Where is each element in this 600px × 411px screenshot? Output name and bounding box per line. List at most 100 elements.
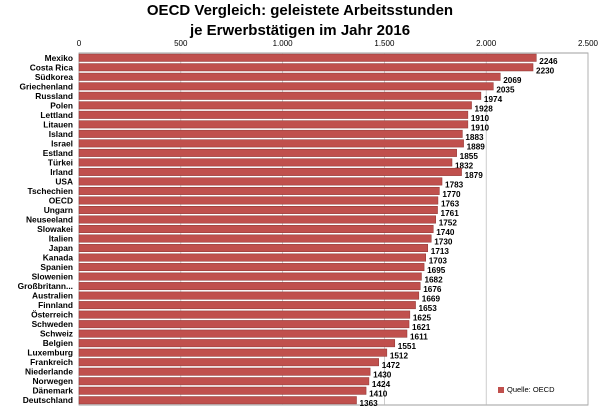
category-label: Tschechien	[28, 186, 73, 196]
value-label: 1682	[424, 276, 443, 285]
value-label: 1363	[360, 399, 379, 408]
value-label: 1770	[442, 190, 461, 199]
category-label: Südkorea	[35, 72, 74, 82]
category-label: Ungarn	[44, 205, 73, 215]
value-label: 1855	[460, 152, 479, 161]
legend-swatch	[498, 386, 504, 393]
chart-title-line2: je Erwerbstätigen im Jahr 2016	[189, 22, 411, 39]
category-label: Israel	[51, 138, 73, 148]
value-label: 1730	[434, 238, 453, 247]
category-label: Kanada	[43, 253, 74, 263]
bar	[78, 234, 432, 243]
x-tick-label: 2.000	[476, 39, 497, 48]
category-label: Luxemburg	[27, 348, 73, 358]
category-label: Irland	[50, 167, 73, 177]
category-label: Österreich	[31, 310, 73, 320]
bar	[78, 129, 463, 138]
bar	[78, 72, 501, 81]
bar	[78, 110, 469, 119]
bar	[78, 282, 421, 291]
value-label: 2069	[503, 76, 522, 85]
value-label: 1653	[419, 304, 438, 313]
bar	[78, 82, 494, 91]
value-label: 1472	[382, 361, 401, 370]
category-label: Japan	[49, 243, 73, 253]
value-label: 1713	[431, 247, 450, 256]
category-label: Slowenien	[32, 272, 73, 282]
value-label: 1761	[441, 209, 460, 218]
bar	[78, 339, 396, 348]
category-label: Schweden	[32, 319, 73, 329]
bar	[78, 215, 436, 224]
bar	[78, 291, 420, 300]
bar	[78, 148, 457, 157]
value-label: 1551	[398, 342, 417, 351]
legend: Quelle: OECD	[498, 385, 555, 394]
value-label: 1430	[373, 371, 392, 380]
value-label: 1621	[412, 323, 431, 332]
value-label: 2230	[536, 66, 555, 75]
value-label: 2246	[539, 57, 558, 66]
value-label: 1740	[436, 228, 455, 237]
x-tick-label: 1.000	[273, 39, 294, 48]
value-label: 1410	[369, 390, 388, 399]
category-label: Belgien	[43, 338, 73, 348]
bar	[78, 53, 537, 62]
value-label: 2035	[496, 85, 515, 94]
bar	[78, 367, 371, 376]
category-label: USA	[55, 176, 73, 186]
category-label: Mexiko	[45, 53, 73, 63]
bar	[78, 358, 379, 367]
value-label: 1883	[465, 133, 484, 142]
chart-title-line1: OECD Vergleich: geleistete Arbeitsstunde…	[146, 2, 454, 19]
category-label: Norwegen	[33, 376, 74, 386]
value-label: 1832	[455, 161, 474, 170]
bar	[78, 196, 439, 205]
bar	[78, 120, 469, 129]
bar	[78, 386, 367, 395]
bar	[78, 272, 422, 281]
category-label: Griechenland	[19, 81, 73, 91]
bar	[78, 329, 408, 338]
bar	[78, 263, 425, 272]
bar	[78, 348, 388, 357]
value-label: 1512	[390, 352, 409, 361]
value-label: 1889	[467, 142, 486, 151]
category-label: Slowakei	[37, 224, 73, 234]
legend-label: Quelle: OECD	[507, 385, 555, 394]
value-label: 1974	[484, 95, 503, 104]
bar	[78, 301, 416, 310]
value-label: 1669	[422, 295, 441, 304]
bar	[78, 158, 453, 167]
bar	[78, 253, 426, 262]
bar	[78, 139, 464, 148]
x-tick-label: 500	[174, 39, 188, 48]
category-label: Deutschland	[23, 395, 73, 405]
bar	[78, 396, 357, 405]
category-label: Neuseeland	[26, 214, 73, 224]
value-label: 1695	[427, 266, 446, 275]
x-tick-label: 0	[77, 39, 82, 48]
bar	[78, 320, 410, 329]
category-label: Lettland	[40, 110, 73, 120]
category-label: Niederlande	[25, 367, 73, 377]
value-label: 1625	[413, 314, 432, 323]
bar	[78, 377, 370, 386]
bar	[78, 167, 462, 176]
category-label: Schweiz	[40, 329, 73, 339]
value-label: 1424	[372, 380, 391, 389]
category-label: Frankreich	[30, 357, 73, 367]
value-label: 1928	[475, 104, 494, 113]
value-label: 1611	[410, 333, 428, 342]
category-label: Großbritann...	[18, 281, 73, 291]
value-label: 1676	[423, 285, 442, 294]
category-label: OECD	[49, 195, 73, 205]
x-tick-label: 2.500	[578, 39, 599, 48]
value-label: 1910	[471, 123, 490, 132]
value-label: 1879	[465, 171, 484, 180]
category-label: Costa Rica	[30, 62, 74, 72]
value-label: 1910	[471, 114, 490, 123]
bar	[78, 177, 443, 186]
category-label: Russland	[35, 91, 73, 101]
